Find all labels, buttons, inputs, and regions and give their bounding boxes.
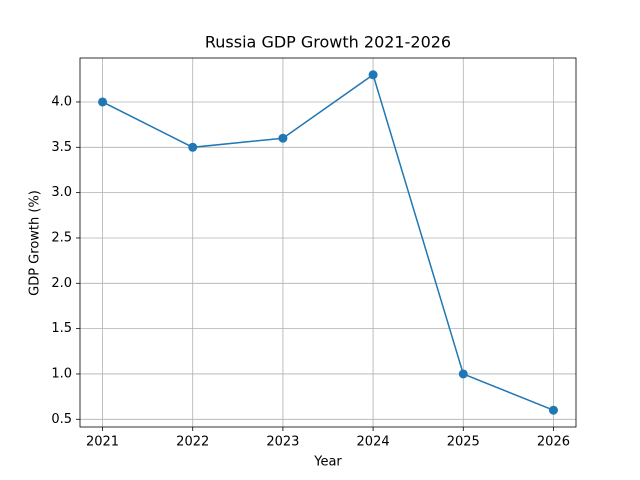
x-tick-label: 2023 <box>266 435 299 450</box>
y-tick-label: 3.5 <box>51 140 72 155</box>
marker <box>188 142 198 152</box>
marker <box>458 369 468 379</box>
y-axis-label: GDP Growth (%) <box>28 190 43 296</box>
y-tick-label: 2.5 <box>51 230 72 245</box>
marker <box>98 97 108 107</box>
plot-frame <box>79 57 577 428</box>
y-tick-label: 0.5 <box>51 412 72 427</box>
x-tick-label: 2025 <box>447 435 480 450</box>
y-tick-label: 1.5 <box>51 321 72 336</box>
x-tick-label: 2026 <box>537 435 570 450</box>
marker <box>548 405 558 415</box>
x-tick-label: 2024 <box>357 435 390 450</box>
x-tick-label: 2021 <box>86 435 119 450</box>
x-tick-label: 2022 <box>176 435 209 450</box>
chart-title: Russia GDP Growth 2021-2026 <box>205 33 451 52</box>
y-tick-label: 3.0 <box>51 185 72 200</box>
y-tick-label: 1.0 <box>51 366 72 381</box>
marker <box>278 133 288 143</box>
y-tick-label: 4.0 <box>51 94 72 109</box>
line <box>102 73 554 411</box>
y-tick-label: 2.0 <box>51 276 72 291</box>
marker <box>368 70 378 80</box>
x-axis-label: Year <box>313 455 342 470</box>
